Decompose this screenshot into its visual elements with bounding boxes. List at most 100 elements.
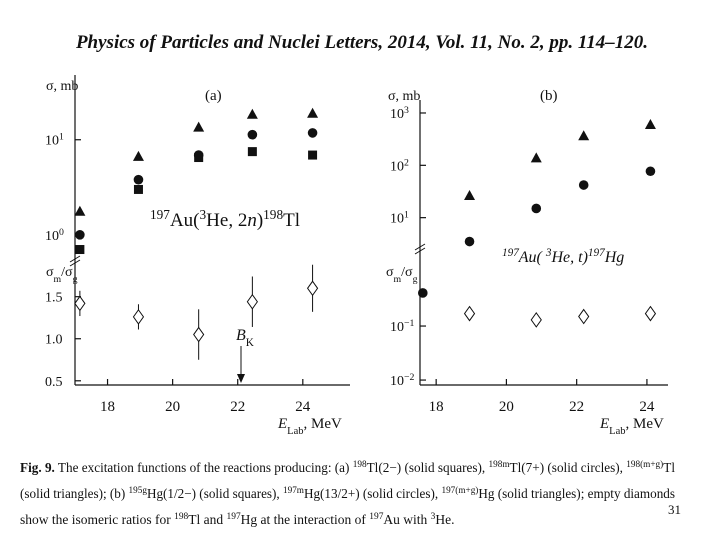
triangle-point <box>246 108 258 119</box>
text-run: Hg(13/2+) (solid circles), <box>304 486 442 501</box>
caption-line: (solid triangles); (b) 195gHg(1/2−) (sol… <box>20 485 675 501</box>
text-run: He, 2 <box>206 210 247 231</box>
text-run: E <box>277 416 287 432</box>
text-run: Hg (solid triangles); empty diamonds <box>478 486 675 501</box>
circle-point <box>418 288 428 298</box>
text-run: Tl <box>663 460 675 475</box>
text-run: 3 <box>545 247 552 259</box>
triangle-point <box>530 152 542 163</box>
text-run: Tl(7+) (solid circles), <box>510 460 627 475</box>
tick-exponent: 1 <box>404 209 409 220</box>
y-tick-label: 103 <box>390 104 409 122</box>
text-run: 197m <box>283 486 305 496</box>
text-run: Fig. 9. <box>20 460 55 475</box>
text-run: (solid triangles); (b) <box>20 486 129 501</box>
triangle-point <box>578 130 590 141</box>
text-run: n <box>247 210 257 231</box>
triangle-point <box>74 205 86 216</box>
square-point <box>194 153 204 163</box>
tick-exponent: 1 <box>59 131 64 142</box>
y-tick-label: 1.0 <box>45 333 63 348</box>
x-tick-label: 20 <box>499 399 514 415</box>
y-tick-label: 100 <box>45 226 64 244</box>
x-tick-label: 20 <box>165 399 180 415</box>
square-point <box>133 184 143 194</box>
y-axis-label: σm/σg <box>46 265 78 285</box>
y-tick-label: 10−2 <box>390 372 415 390</box>
x-tick-label: 22 <box>569 399 584 415</box>
text-run: ) <box>257 210 263 231</box>
circle-point <box>75 229 85 240</box>
text-run: Hg <box>604 249 625 266</box>
text-run: g <box>413 274 418 285</box>
bk-arrow-head <box>237 374 245 383</box>
text-run: /σ <box>401 265 413 280</box>
text-run: g <box>73 274 78 285</box>
text-run: Au( <box>518 249 546 266</box>
tick-exponent: 2 <box>404 157 409 168</box>
text-run: The excitation functions of the reaction… <box>55 460 353 475</box>
triangle-point <box>132 150 144 161</box>
y-axis-label: σm/σg <box>386 265 418 285</box>
text-run: E <box>599 416 609 432</box>
text-run: Au with <box>383 512 430 527</box>
x-axis-label: ELab, MeV <box>599 416 664 437</box>
text-run: 198(m+g) <box>626 459 663 470</box>
diamond-point <box>530 312 542 328</box>
diamond-point <box>578 308 590 325</box>
text-run: show the isomeric ratios for <box>20 512 174 527</box>
diamond-point <box>132 309 145 325</box>
y-tick-label: 1.5 <box>45 291 63 306</box>
text-run: 3 <box>431 512 436 522</box>
triangle-point <box>193 121 205 132</box>
diamond-point <box>74 295 86 312</box>
text-run: He. <box>435 512 454 527</box>
triangle-point <box>307 107 319 118</box>
y-axis-label: σ, mb <box>46 79 78 94</box>
x-tick-label: 22 <box>230 399 245 415</box>
square-point <box>308 150 318 160</box>
text-run: Au( <box>170 210 200 231</box>
diamond-point <box>246 293 258 310</box>
diamond-point <box>644 305 657 322</box>
circle-point <box>247 129 258 140</box>
text-run: 197 <box>227 512 241 522</box>
text-run: Lab <box>609 426 625 437</box>
text-run: 198 <box>174 512 188 522</box>
text-run: Tl and <box>188 512 226 527</box>
circle-point <box>531 203 542 214</box>
text-run: Hg at the interaction of <box>241 512 370 527</box>
text-run: 197(m+g) <box>441 485 478 496</box>
square-point <box>247 147 257 157</box>
text-run: 3 <box>200 207 207 222</box>
text-run: B <box>236 327 246 344</box>
x-tick-label: 18 <box>100 399 115 415</box>
y-tick-label: 102 <box>390 157 409 175</box>
caption-line: Fig. 9. The excitation functions of the … <box>20 459 675 475</box>
text-run: 197 <box>502 247 519 259</box>
circle-point <box>464 236 475 247</box>
tick-exponent: 3 <box>404 104 409 115</box>
circle-point <box>133 174 144 185</box>
page-number: 31 <box>668 502 681 517</box>
y-axis-label: σ, mb <box>388 89 420 104</box>
text-run: σ <box>46 265 54 280</box>
x-tick-label: 24 <box>639 399 655 415</box>
annotation: BK <box>236 327 254 349</box>
triangle-point <box>464 189 476 200</box>
triangle-point <box>644 118 656 129</box>
annotation: 197Au(3He, 2n)198Tl <box>150 207 300 232</box>
circle-point <box>645 166 656 177</box>
tick-exponent: −1 <box>404 318 415 329</box>
text-run: Lab <box>287 426 303 437</box>
tick-exponent: −2 <box>404 372 415 383</box>
text-run: /σ <box>61 265 73 280</box>
text-run: Tl(2−) (solid squares), <box>367 460 489 475</box>
text-run: , MeV <box>304 416 342 432</box>
x-tick-label: 24 <box>295 399 311 415</box>
text-run: σ <box>386 265 394 280</box>
text-run: 197 <box>588 247 605 259</box>
text-run: , MeV <box>626 416 664 432</box>
x-tick-label: 18 <box>429 399 444 415</box>
